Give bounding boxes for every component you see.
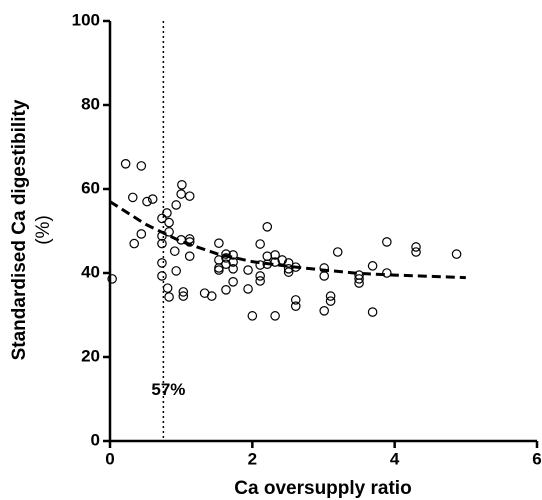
point bbox=[332, 247, 343, 257]
point bbox=[136, 161, 147, 171]
point bbox=[157, 271, 167, 281]
point bbox=[164, 217, 174, 228]
point bbox=[157, 238, 167, 249]
point bbox=[255, 271, 265, 281]
point bbox=[228, 263, 238, 274]
point bbox=[283, 258, 294, 268]
y-axis-title: Standardised Ca digestibility bbox=[9, 99, 30, 360]
point bbox=[451, 249, 462, 259]
point bbox=[290, 301, 301, 311]
point bbox=[411, 242, 421, 252]
point bbox=[382, 237, 392, 247]
point bbox=[247, 311, 258, 321]
point bbox=[169, 246, 180, 256]
point bbox=[214, 238, 224, 248]
point bbox=[255, 239, 265, 249]
point bbox=[221, 259, 231, 269]
point bbox=[262, 222, 273, 232]
point bbox=[184, 191, 195, 201]
point bbox=[382, 268, 392, 278]
point bbox=[255, 276, 265, 286]
point bbox=[177, 180, 187, 190]
point bbox=[164, 227, 174, 237]
point bbox=[255, 260, 265, 270]
point bbox=[221, 284, 231, 295]
point bbox=[262, 251, 273, 262]
y-tick-label: 60 bbox=[81, 178, 100, 197]
point bbox=[319, 271, 330, 281]
point bbox=[178, 287, 189, 297]
point bbox=[176, 189, 186, 199]
y-tick-label: 40 bbox=[81, 262, 100, 281]
point bbox=[411, 247, 421, 257]
point bbox=[367, 307, 378, 317]
point bbox=[354, 278, 364, 288]
y-tick-label: 80 bbox=[81, 94, 100, 113]
point bbox=[171, 266, 181, 276]
point bbox=[184, 251, 195, 262]
y-tick-label: 100 bbox=[72, 10, 100, 29]
point bbox=[367, 261, 378, 271]
point bbox=[270, 311, 280, 321]
point bbox=[325, 296, 336, 306]
x-tick-label: 4 bbox=[390, 449, 400, 468]
x-tick-label: 2 bbox=[248, 449, 257, 468]
x-tick-label: 0 bbox=[105, 449, 114, 468]
point bbox=[228, 257, 238, 267]
point bbox=[157, 213, 167, 224]
fit-line bbox=[109, 200, 466, 280]
x-axis-title: Ca oversupply ratio bbox=[234, 478, 411, 499]
y-axis-title: (%) bbox=[33, 215, 54, 245]
point bbox=[142, 196, 152, 207]
point bbox=[107, 274, 117, 284]
point bbox=[243, 265, 253, 275]
point bbox=[290, 295, 301, 305]
point bbox=[214, 265, 224, 275]
point bbox=[157, 258, 167, 268]
point bbox=[283, 267, 294, 277]
point bbox=[147, 194, 158, 204]
point bbox=[171, 200, 181, 210]
point bbox=[127, 192, 138, 203]
point bbox=[162, 208, 172, 218]
point bbox=[129, 238, 139, 249]
point bbox=[228, 277, 238, 287]
point bbox=[270, 257, 280, 267]
point bbox=[178, 291, 189, 301]
point bbox=[319, 305, 330, 316]
point bbox=[136, 229, 147, 239]
point bbox=[164, 292, 174, 302]
y-tick-label: 0 bbox=[91, 430, 100, 449]
point bbox=[120, 159, 131, 169]
point bbox=[243, 284, 253, 294]
point bbox=[325, 291, 336, 301]
point bbox=[221, 249, 231, 259]
annotation: 57% bbox=[151, 380, 185, 399]
point bbox=[283, 263, 294, 274]
point bbox=[206, 291, 217, 301]
point bbox=[354, 274, 364, 284]
y-tick-label: 20 bbox=[81, 346, 100, 365]
x-tick-label: 6 bbox=[532, 449, 541, 468]
point bbox=[162, 283, 173, 293]
point bbox=[270, 250, 280, 260]
